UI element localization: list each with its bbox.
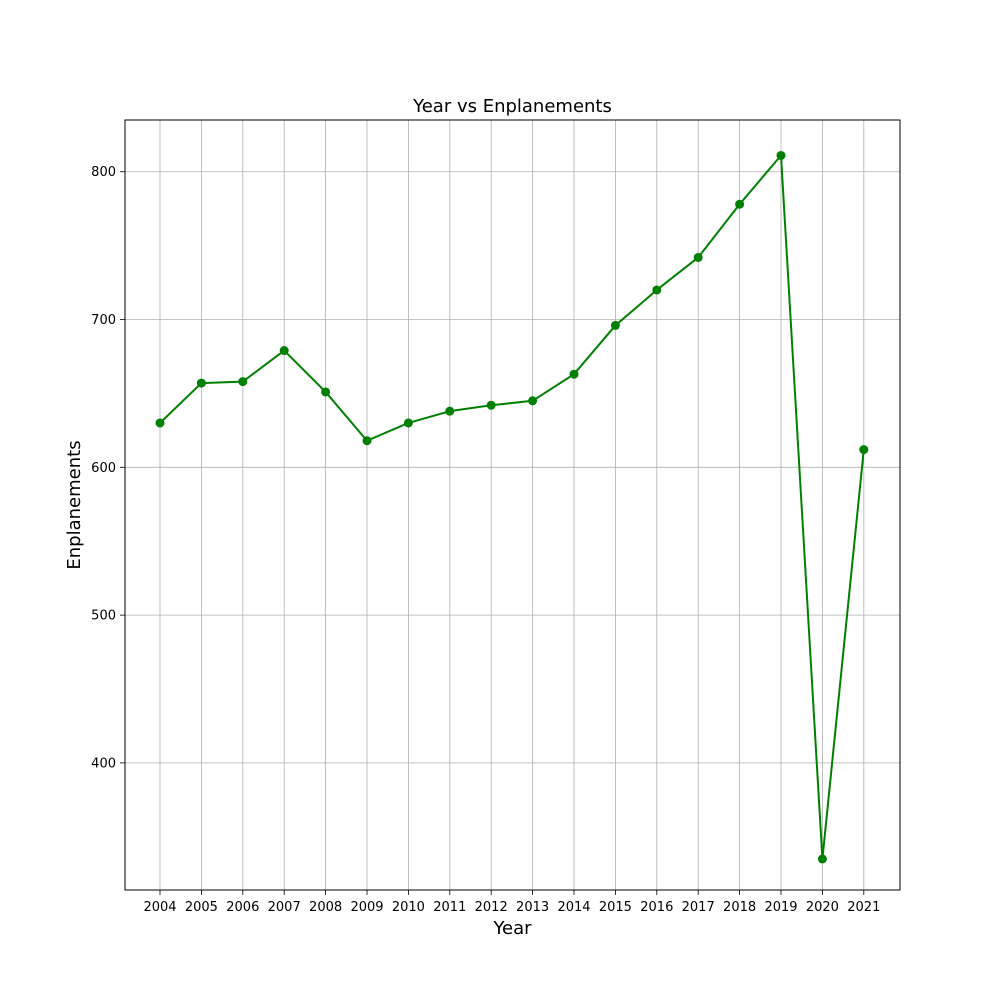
x-tick-label: 2006: [226, 900, 259, 915]
data-point: [776, 150, 786, 160]
x-tick-label: 2011: [433, 900, 466, 915]
x-tick-label: 2016: [640, 900, 673, 915]
y-axis-label: Enplanements: [64, 440, 85, 569]
x-axis-ticks: 2004 2005 2006 2007 2008 2009 2010 2011 2012 2013…: [143, 890, 880, 915]
plot-background: [125, 120, 900, 890]
data-point: [196, 378, 206, 388]
x-tick-label: 2009: [350, 900, 383, 915]
y-tick-label: 400: [91, 756, 116, 771]
y-tick-label: 600: [91, 461, 116, 476]
series-line-layer: [159, 154, 865, 860]
x-tick-label: 2013: [516, 900, 549, 915]
data-point: [445, 406, 455, 416]
data-point: [362, 436, 372, 446]
x-tick-label: 2019: [764, 900, 797, 915]
y-tick-label: 700: [91, 313, 116, 328]
data-point: [528, 396, 538, 406]
grid-lines: [125, 120, 900, 890]
data-point: [238, 377, 248, 387]
y-tick-label: 800: [91, 165, 116, 180]
plot-frame: [124, 119, 901, 891]
data-point: [817, 854, 827, 864]
data-point: [486, 400, 496, 410]
x-tick-label: 2010: [392, 900, 425, 915]
x-tick-label: 2012: [475, 900, 508, 915]
data-point: [610, 320, 620, 330]
x-tick-label: 2021: [847, 900, 880, 915]
data-points-layer: [155, 150, 869, 864]
chart-title: Year vs Enplanements: [412, 96, 612, 117]
data-point: [652, 285, 662, 295]
x-tick-label: 2005: [185, 900, 218, 915]
x-tick-label: 2018: [723, 900, 756, 915]
data-point: [693, 252, 703, 262]
x-tick-label: 2008: [309, 900, 342, 915]
data-point: [279, 346, 289, 356]
data-point: [321, 387, 331, 397]
x-tick-label: 2007: [268, 900, 301, 915]
data-point: [569, 369, 579, 379]
data-point: [155, 418, 165, 428]
data-point: [735, 199, 745, 209]
x-axis-label: Year: [492, 918, 532, 939]
series-line: [159, 154, 865, 860]
x-tick-label: 2015: [599, 900, 632, 915]
x-tick-label: 2004: [143, 900, 176, 915]
y-tick-label: 500: [91, 609, 116, 624]
data-point: [403, 418, 413, 428]
x-tick-label: 2020: [806, 900, 839, 915]
x-tick-label: 2014: [557, 900, 590, 915]
y-axis-ticks: 400 500 600 700 800: [91, 165, 125, 771]
x-tick-label: 2017: [682, 900, 715, 915]
data-point: [859, 445, 869, 455]
